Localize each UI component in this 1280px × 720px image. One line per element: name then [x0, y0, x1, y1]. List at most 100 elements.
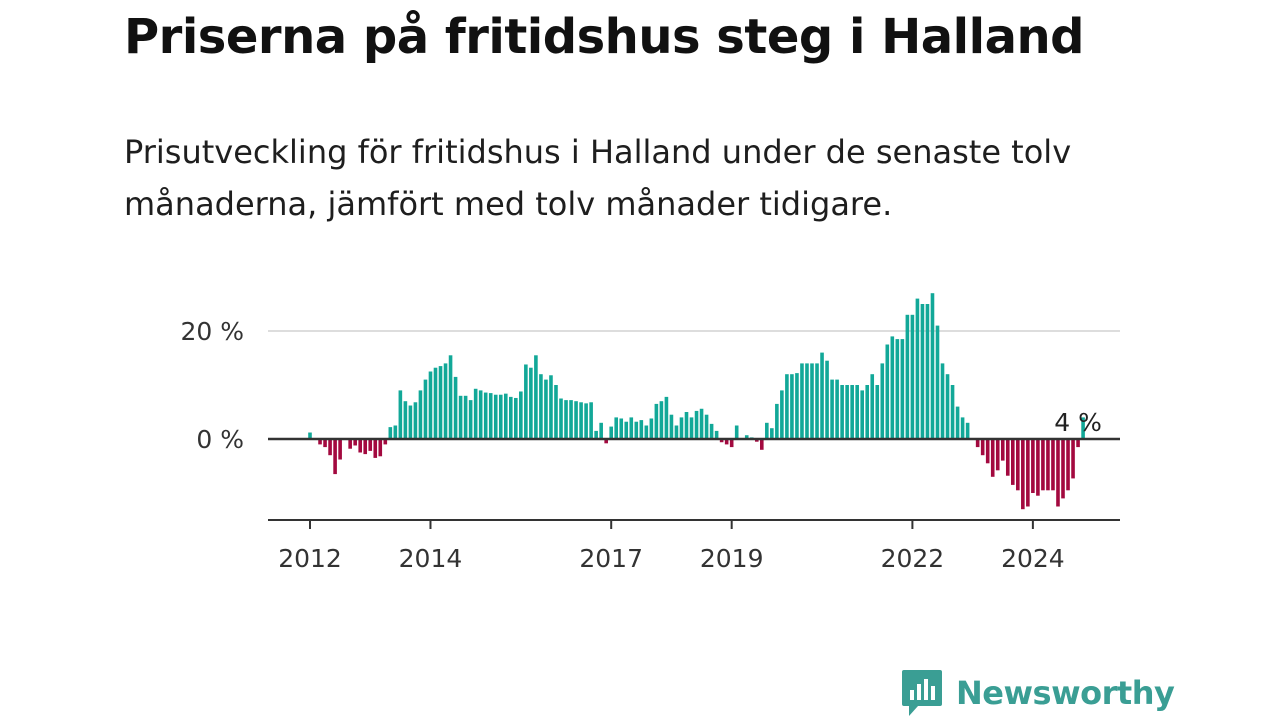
bar	[1071, 439, 1075, 479]
bar	[664, 396, 669, 439]
bar	[915, 298, 920, 439]
bar	[694, 410, 699, 439]
bar	[624, 421, 629, 439]
bar	[549, 375, 553, 439]
bar	[940, 363, 945, 439]
bar	[393, 425, 398, 439]
x-tick-label: 2014	[399, 544, 463, 573]
bar	[378, 439, 383, 457]
bar	[840, 385, 844, 439]
bar	[1051, 439, 1055, 491]
bar	[689, 417, 694, 439]
bar	[890, 336, 895, 439]
bar	[383, 439, 388, 445]
bar	[810, 363, 814, 439]
bar	[569, 400, 573, 439]
bar	[1046, 439, 1050, 491]
bar	[980, 439, 985, 456]
bar	[318, 439, 322, 445]
bar	[935, 325, 940, 439]
bar	[463, 395, 468, 439]
bar	[775, 403, 779, 439]
x-tick-label: 2022	[881, 544, 945, 573]
bar	[955, 406, 960, 439]
bar	[659, 401, 664, 439]
bar	[825, 360, 829, 439]
bar	[443, 363, 448, 439]
bar	[574, 401, 578, 439]
bar	[388, 427, 393, 439]
chart-subtitle: Prisutveckling för fritidshus i Halland …	[124, 133, 1072, 223]
bar	[1041, 439, 1045, 491]
bar	[348, 439, 352, 449]
bar	[699, 408, 704, 439]
bar	[539, 374, 543, 439]
bar	[820, 352, 824, 439]
bar	[428, 371, 433, 439]
bar	[770, 428, 774, 439]
bar	[589, 402, 593, 439]
bar	[995, 439, 1000, 471]
bar	[1021, 439, 1025, 510]
bar	[990, 439, 995, 477]
bar	[815, 363, 819, 439]
bar	[363, 439, 368, 455]
bar	[368, 439, 373, 451]
bar	[795, 373, 799, 439]
bar	[860, 390, 864, 439]
bar	[905, 314, 910, 439]
bar	[333, 439, 337, 475]
chart-title: Priserna på fritidshus steg i Halland	[124, 9, 1085, 65]
bar	[514, 397, 518, 439]
bar	[639, 420, 644, 439]
bar	[679, 417, 684, 439]
bar	[845, 385, 849, 439]
bar	[423, 379, 428, 439]
bar	[785, 374, 789, 439]
bar	[805, 363, 809, 439]
bar	[1061, 439, 1065, 499]
bar	[308, 432, 312, 439]
bar	[925, 304, 930, 439]
bar	[760, 439, 764, 450]
bar	[529, 367, 533, 439]
bar	[629, 417, 634, 439]
bar	[438, 366, 443, 439]
bar	[498, 394, 503, 439]
bar	[835, 379, 839, 439]
bar	[930, 293, 935, 439]
bar	[1076, 439, 1080, 448]
bar	[780, 390, 784, 439]
bar	[704, 414, 709, 439]
newsworthy-logo: Newsworthy	[900, 668, 1175, 718]
bar	[985, 439, 990, 464]
newsworthy-wordmark: Newsworthy	[956, 674, 1175, 712]
x-tick-label: 2017	[579, 544, 643, 573]
bar	[744, 435, 749, 439]
bar	[855, 385, 859, 439]
bar	[734, 425, 739, 439]
bar	[473, 388, 478, 439]
bar	[458, 395, 463, 439]
bar	[1056, 439, 1060, 507]
x-tick-label: 2019	[700, 544, 764, 573]
bar	[910, 314, 915, 439]
bar	[790, 374, 794, 439]
bar	[654, 403, 659, 439]
bar	[403, 401, 408, 439]
bar	[584, 403, 588, 439]
bar	[413, 402, 418, 439]
bar	[509, 396, 513, 439]
bar	[519, 391, 523, 439]
bar	[850, 385, 854, 439]
bar	[468, 400, 473, 439]
bar	[554, 385, 558, 439]
bar	[644, 425, 649, 439]
newsworthy-logo-icon	[902, 670, 942, 716]
last-value-label: 4 %	[1054, 408, 1102, 437]
bar	[609, 426, 613, 439]
bar	[1026, 439, 1030, 507]
bar	[945, 374, 950, 439]
bar	[880, 363, 885, 439]
bar	[448, 355, 453, 439]
